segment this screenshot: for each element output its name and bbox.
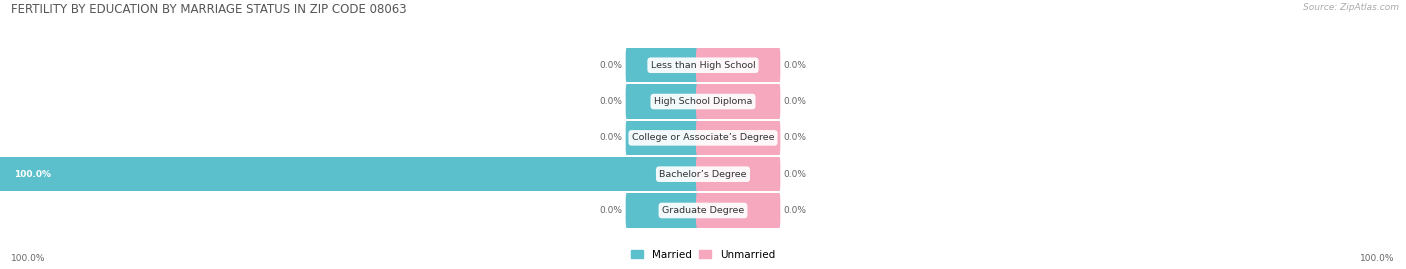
Text: 0.0%: 0.0%: [785, 133, 807, 142]
Text: College or Associate’s Degree: College or Associate’s Degree: [631, 133, 775, 142]
Text: FERTILITY BY EDUCATION BY MARRIAGE STATUS IN ZIP CODE 08063: FERTILITY BY EDUCATION BY MARRIAGE STATU…: [11, 3, 406, 16]
FancyBboxPatch shape: [696, 39, 780, 92]
Text: Less than High School: Less than High School: [651, 61, 755, 70]
FancyBboxPatch shape: [696, 184, 780, 237]
Text: 0.0%: 0.0%: [785, 61, 807, 70]
FancyBboxPatch shape: [626, 111, 710, 164]
Text: Graduate Degree: Graduate Degree: [662, 206, 744, 215]
Text: 0.0%: 0.0%: [599, 97, 621, 106]
Text: 100.0%: 100.0%: [11, 254, 46, 263]
Text: 0.0%: 0.0%: [599, 133, 621, 142]
Text: Bachelor’s Degree: Bachelor’s Degree: [659, 170, 747, 179]
Text: 0.0%: 0.0%: [785, 97, 807, 106]
FancyBboxPatch shape: [696, 148, 780, 201]
Legend: Married, Unmarried: Married, Unmarried: [627, 245, 779, 264]
FancyBboxPatch shape: [626, 39, 710, 92]
Text: 0.0%: 0.0%: [785, 206, 807, 215]
FancyBboxPatch shape: [696, 75, 780, 128]
Text: 100.0%: 100.0%: [14, 170, 51, 179]
FancyBboxPatch shape: [626, 184, 710, 237]
Text: 0.0%: 0.0%: [785, 170, 807, 179]
FancyBboxPatch shape: [0, 137, 713, 211]
Text: 100.0%: 100.0%: [1360, 254, 1395, 263]
Text: Source: ZipAtlas.com: Source: ZipAtlas.com: [1303, 3, 1399, 12]
Text: 0.0%: 0.0%: [599, 206, 621, 215]
FancyBboxPatch shape: [626, 75, 710, 128]
FancyBboxPatch shape: [696, 111, 780, 164]
Text: High School Diploma: High School Diploma: [654, 97, 752, 106]
Text: 0.0%: 0.0%: [599, 61, 621, 70]
